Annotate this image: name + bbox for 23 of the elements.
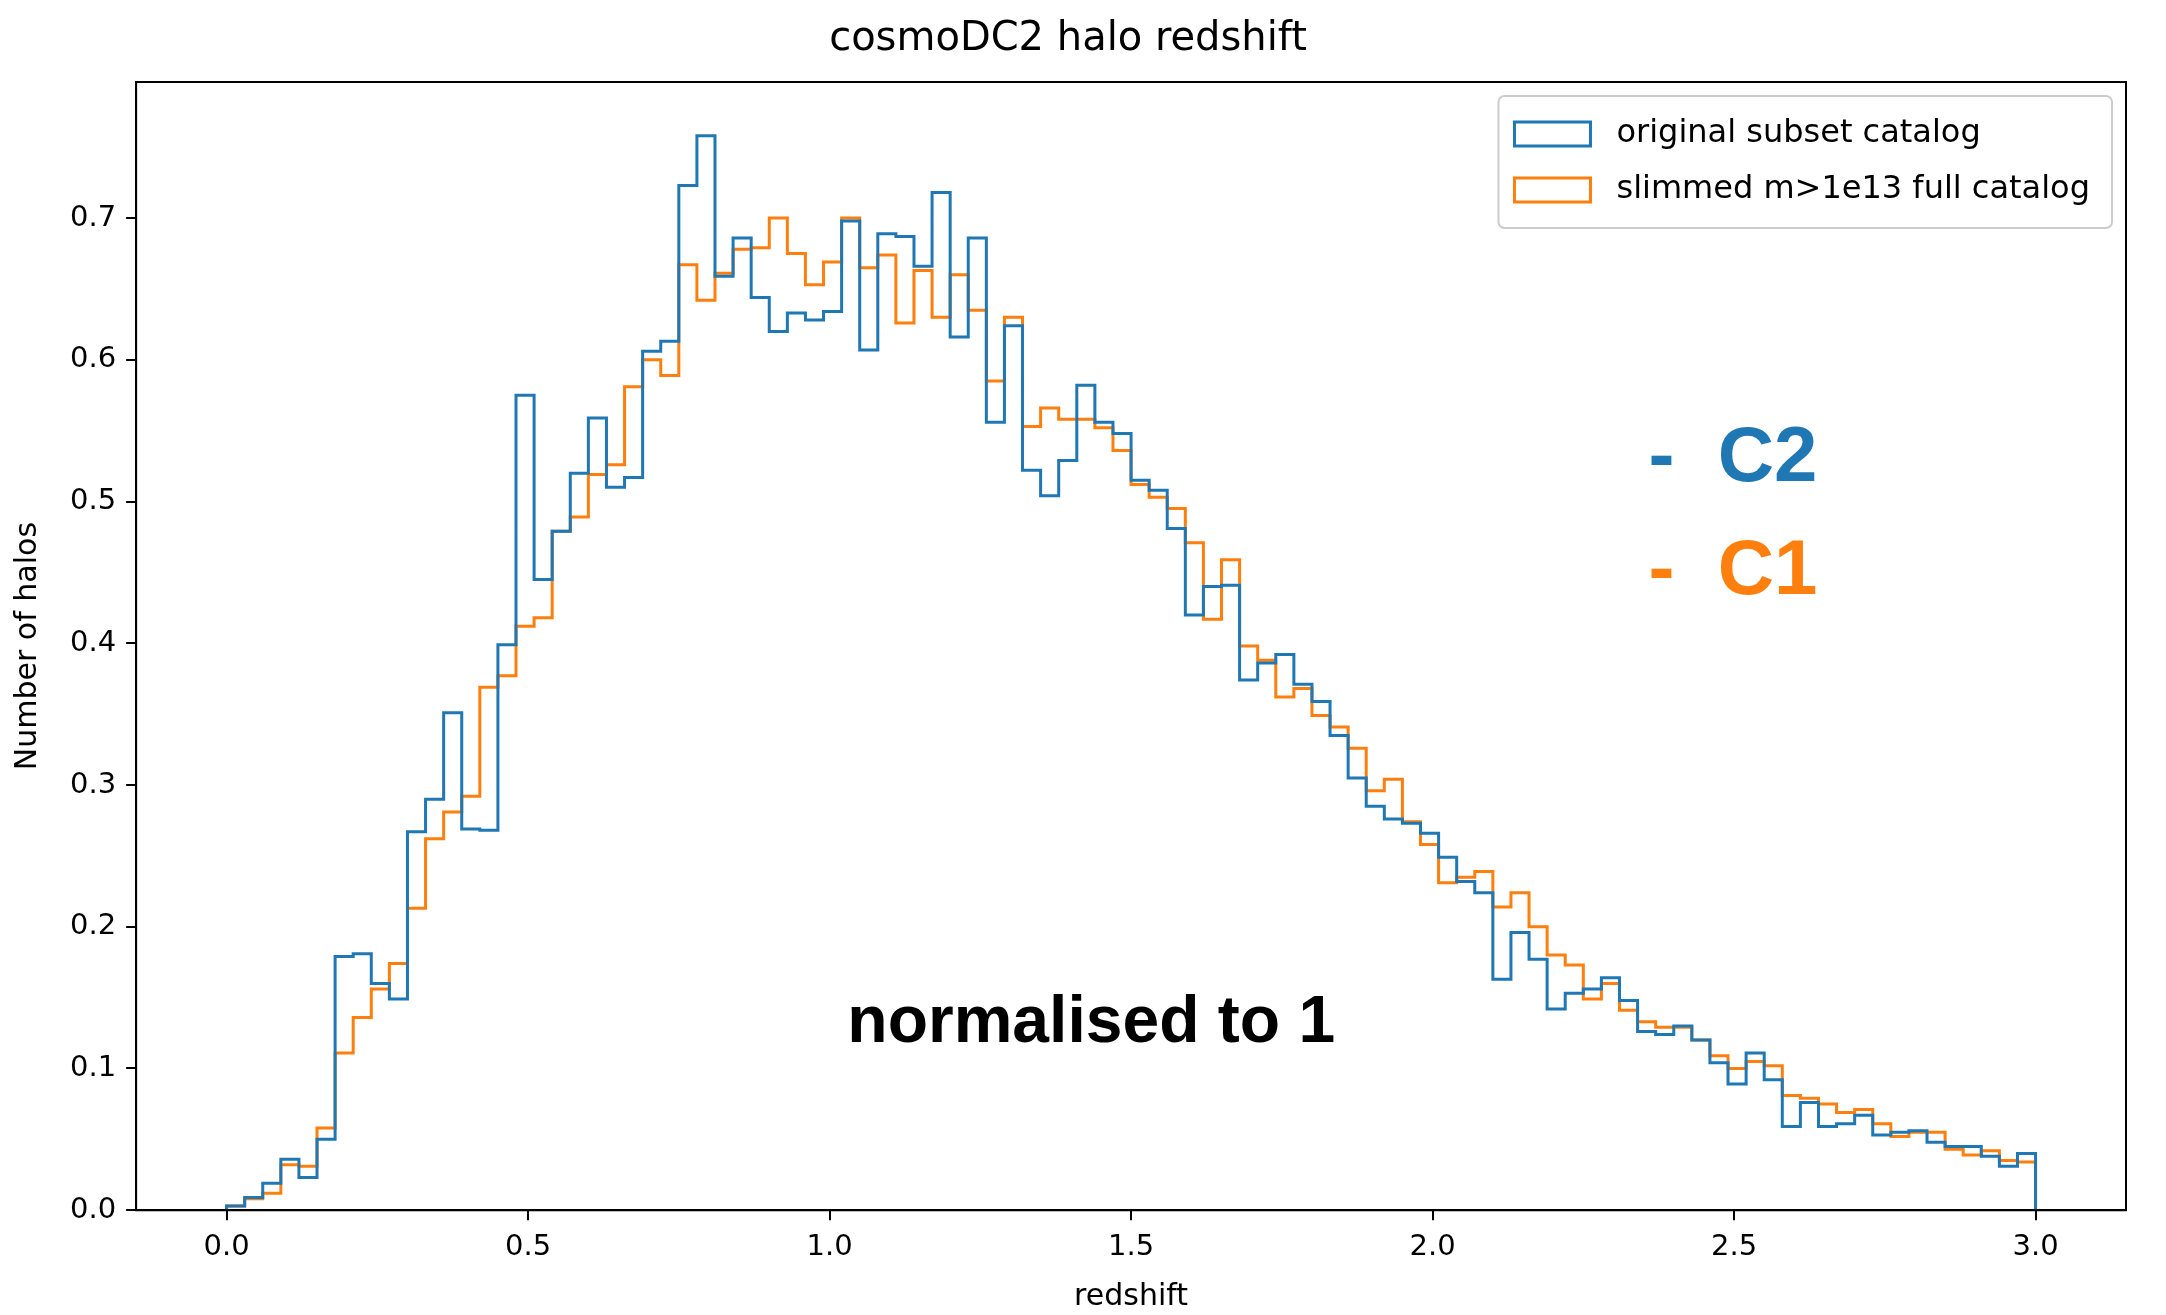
annotation: - C2 xyxy=(1648,410,1818,499)
x-tick-label: 0.0 xyxy=(203,1228,250,1263)
y-tick-label: 0.2 xyxy=(69,907,117,942)
y-tick-label: 0.1 xyxy=(69,1049,117,1083)
x-tick-label: 1.5 xyxy=(1108,1228,1155,1263)
annotation: - C1 xyxy=(1648,523,1818,612)
x-tick-label: 0.5 xyxy=(505,1228,552,1263)
legend-label: slimmed m>1e13 full catalog xyxy=(1616,168,2090,207)
y-tick-label: 0.4 xyxy=(69,623,117,658)
x-axis-title: redshift xyxy=(1074,1276,1189,1312)
y-tick-label: 0.6 xyxy=(69,340,117,375)
y-tick-label: 0.3 xyxy=(69,765,117,800)
y-tick-label: 0.5 xyxy=(69,482,117,517)
x-tick-label: 3.0 xyxy=(2012,1228,2059,1263)
y-tick-label: 0.7 xyxy=(69,198,117,233)
y-tick-label: 0.0 xyxy=(69,1190,117,1225)
annotation: normalised to 1 xyxy=(847,982,1336,1057)
x-tick-label: 2.0 xyxy=(1409,1228,1456,1263)
x-tick-label: 2.5 xyxy=(1710,1228,1758,1263)
x-tick-label: 1.0 xyxy=(806,1228,853,1263)
legend-label: original subset catalog xyxy=(1616,112,1981,151)
y-axis-title: Number of halos xyxy=(7,521,43,771)
chart-title: cosmoDC2 halo redshift xyxy=(829,13,1307,60)
